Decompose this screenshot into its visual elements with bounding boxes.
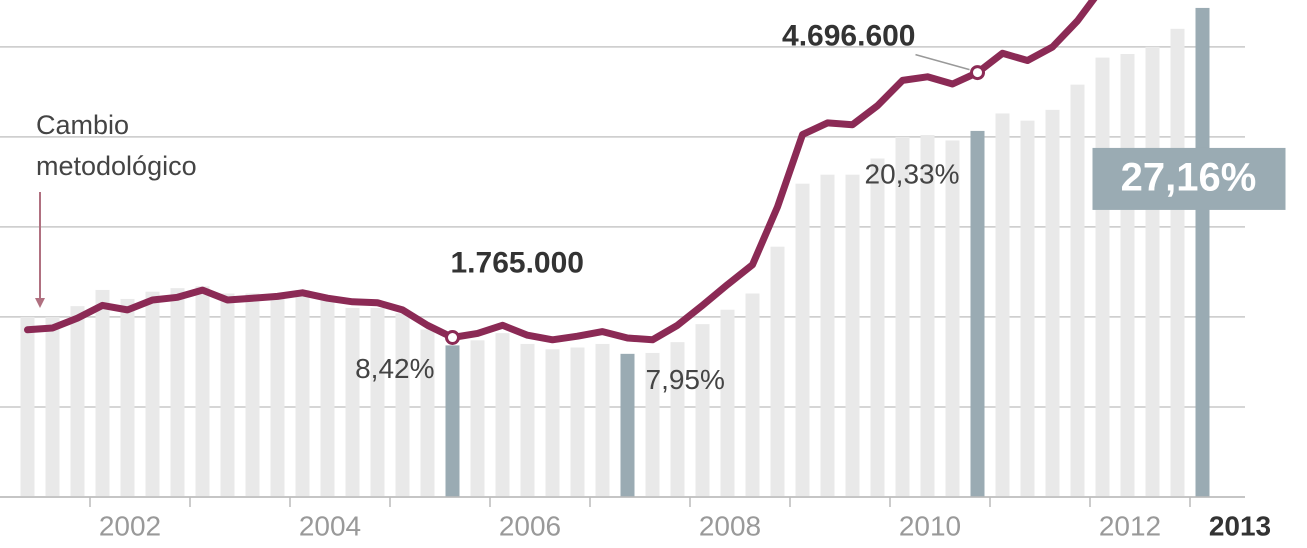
bar: [1020, 120, 1035, 497]
bar: [1120, 54, 1135, 498]
bar: [895, 136, 910, 497]
bar: [145, 291, 160, 497]
bar: [720, 309, 735, 497]
bar: [520, 343, 535, 497]
annotation: Cambio: [36, 110, 129, 140]
bar: [695, 324, 710, 497]
bar: [370, 307, 385, 497]
bar: [420, 329, 435, 497]
leader-line: [915, 53, 970, 71]
bar: [395, 313, 410, 497]
bar: [1070, 84, 1085, 497]
bar: [345, 307, 360, 497]
lines: [24, 0, 1098, 346]
bar: [1095, 57, 1110, 497]
bar: [470, 340, 485, 497]
bar: [970, 130, 985, 498]
bar: [545, 349, 560, 497]
value-label: 20,33%: [865, 158, 960, 189]
value-label: 8,42%: [355, 353, 434, 384]
point: [970, 65, 985, 81]
annotation: metodológico: [36, 151, 197, 181]
bar: [670, 342, 685, 497]
x-tick-label: 2013: [1209, 510, 1271, 541]
value-label: 7,95%: [646, 364, 725, 395]
bar: [745, 293, 760, 497]
arrow-head: [35, 298, 45, 308]
labels: 8,42% 7,95% 20,33% 27,16% 1.765.000 4.696.600: [355, 20, 1286, 395]
bar: [570, 347, 585, 497]
bar: [920, 135, 935, 497]
x-tick-label: 2006: [499, 510, 561, 541]
bar: [770, 246, 785, 497]
x-tick-label: 2002: [99, 510, 161, 541]
x-tick-label: 2012: [1099, 510, 1161, 541]
value-label: 1.765.000: [451, 246, 584, 279]
label-box: [1092, 147, 1286, 210]
line: [24, 0, 1098, 344]
bar: [195, 286, 210, 497]
x-axis: 2002 2004 2006 2008 2010 2012 2013: [0, 496, 1271, 541]
bar: [320, 298, 335, 497]
bar: [645, 352, 660, 497]
bar: [295, 289, 310, 497]
bar: [595, 343, 610, 497]
bar: [1170, 28, 1185, 498]
x-tick-label: 2008: [699, 510, 761, 541]
bar: [945, 140, 960, 497]
methodology-note: Cambio metodológico: [35, 110, 197, 308]
value-label: 27,16%: [1121, 155, 1257, 199]
bar: [995, 113, 1010, 498]
bar: [70, 306, 85, 497]
bar: [20, 316, 35, 497]
bar: [620, 353, 635, 497]
bar: [445, 345, 460, 497]
x-tick-label: 2010: [899, 510, 961, 541]
bar: [820, 174, 835, 497]
value-label: 4.696.600: [782, 20, 915, 53]
bar: [120, 298, 135, 497]
bar: [1195, 7, 1210, 498]
point: [445, 330, 460, 346]
bar: [845, 174, 860, 497]
bar: [870, 158, 885, 497]
bar: [795, 183, 810, 497]
bar: [270, 295, 285, 497]
bar: [45, 316, 60, 497]
bar: [170, 288, 185, 497]
bars: [20, 7, 1210, 498]
bar: [495, 333, 510, 497]
bar: [95, 289, 110, 497]
x-tick-label: 2004: [299, 510, 361, 541]
bar: [220, 293, 235, 497]
bar: [245, 293, 260, 497]
bar: [1145, 46, 1160, 497]
bar: [1045, 109, 1060, 497]
